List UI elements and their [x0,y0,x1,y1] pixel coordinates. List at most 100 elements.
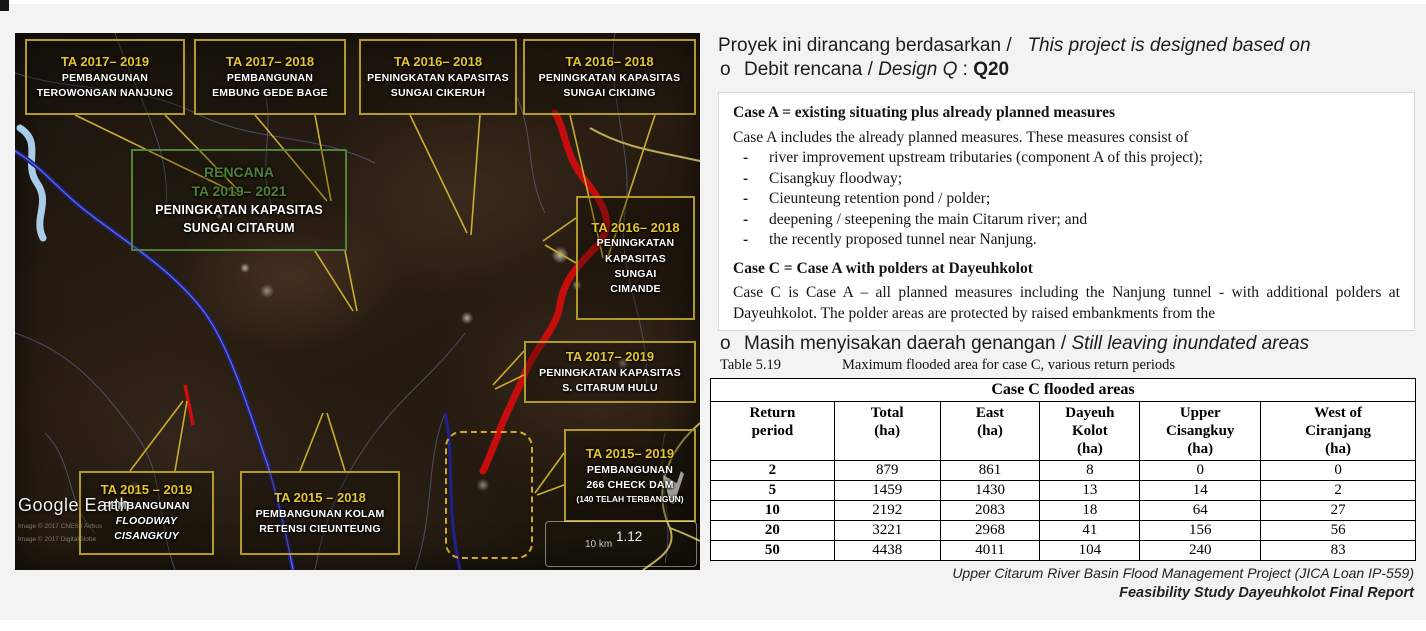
map-callout-checkdam: TA 2015– 2019 PEMBANGUNAN 266 CHECK DAM (14… [564,429,696,522]
callout-period: TA 2017– 2018 [225,54,315,69]
table-column-header: Dayeuh Kolot (ha) [1039,400,1141,462]
checkdam-area-outline [445,431,533,559]
case-description-box: Case A = existing situating plus already… [718,92,1415,331]
cursor-icon [663,471,684,504]
table-column-header: Return period [710,400,835,462]
callout-line: PENINGKATAN [596,237,675,250]
map-callout-gedebage: TA 2017– 2018 PEMBANGUNAN EMBUNG GEDE BAGE [194,39,346,115]
table-row: 2 879 861 8 0 0 [710,460,1416,482]
table-cell: 2192 [833,500,941,522]
map-overlay-lines [15,33,700,570]
table-body: 2 879 861 8 0 0 5 1459 1430 13 14 2 10 2192 2083 18 64 27… [710,460,1416,562]
callout-period: TA 2015– 2019 [585,446,675,462]
table-caption-label: Table 5.19 [720,357,781,373]
scale-label: 10 km [585,539,613,550]
table-cell: 2968 [939,520,1041,542]
case-a-measure-item: deepening / steepening the main Citarum … [743,210,1400,231]
callout-period: TA 2017– 2019 [60,54,150,69]
table-cell: 8 [1039,460,1141,482]
case-a-measure-list: river improvement upstream tributaries (… [733,148,1400,251]
callout-leader-lines [74,114,656,496]
map-callout-rencana: RENCANA TA 2019– 2021 PENINGKATAN KAPASITA… [131,149,347,251]
case-c-title: Case C = Case A with polders at Dayeuhko… [733,259,1033,277]
bullet-marker: o [720,333,731,354]
satellite-map: TA 2017– 2019 PEMBANGUNAN TEROWONGAN NANJU… [15,33,700,570]
callout-line: SUNGAI CIKERUH [390,86,486,99]
map-callout-citarum-hulu: TA 2017– 2019 PENINGKATAN KAPASITAS S. CIT… [524,341,696,403]
table-cell: 20 [710,520,835,542]
table-cell: 156 [1139,520,1262,542]
table-caption: Table 5.19 Maximum flooded area for case … [720,357,1175,374]
river-red-segment [183,384,195,426]
table-cell: 13 [1039,480,1141,502]
callout-line: S. CITARUM HULU [562,381,658,394]
callout-period: TA 2016– 2018 [591,219,680,235]
callout-line: SUNGAI [614,267,657,280]
table-cell: 27 [1260,500,1416,522]
table-cell: 0 [1260,460,1416,482]
table-column-header: Total (ha) [833,400,941,462]
callout-line: SUNGAI CITARUM [183,220,295,235]
callout-line: PENINGKATAN KAPASITAS [539,366,681,379]
bullet1-separator: : [962,59,968,80]
table-cell: 104 [1039,540,1141,562]
table-row: 5 1459 1430 13 14 2 [710,480,1416,502]
table-cell: 0 [1139,460,1262,482]
callout-note: (140 TELAH TERBANGUN) [576,494,684,505]
callout-line: PEMBANGUNAN KOLAM [255,507,385,520]
callout-period: TA 2015 – 2019 [100,482,193,498]
table-column-header: Upper Cisangkuy (ha) [1139,400,1262,462]
table-cell: 240 [1139,540,1262,562]
callout-line: KAPASITAS [605,252,666,265]
bullet-marker: o [720,59,731,80]
callout-line: SUNGAI CIKIJING [563,86,656,99]
callout-line: 266 CHECK DAM [586,478,674,491]
table-row: 20 3221 2968 41 156 56 [710,520,1416,542]
callout-period: RENCANA [204,163,274,180]
case-a-title: Case A = existing situating plus already… [733,104,1116,121]
callout-line: PEMBANGUNAN [103,499,190,512]
callout-line: PEMBANGUNAN [226,71,314,84]
callout-line: FLOODWAY CISANGKUY [114,515,179,543]
table-cell: 64 [1139,500,1262,522]
callout-line: PENINGKATAN KAPASITAS [155,202,323,217]
table-caption-text: Maximum flooded area for case C, various… [842,357,1175,373]
scale-bar-frame [545,521,697,567]
map-callout-cikijing: TA 2016– 2018 PENINGKATAN KAPASITAS SUNGAI… [523,39,696,115]
table-cell: 2 [710,460,835,482]
callout-period: TA 2016– 2018 [393,54,483,69]
table-cell: 1459 [833,480,941,502]
bullet-inundated-areas: o Masih menyisakan daerah genangan / Stil… [718,333,1309,355]
callout-period: TA 2019– 2021 [191,182,287,199]
table-cell: 2 [1260,480,1416,502]
map-callout-cieunteung: TA 2015 – 2018 PEMBANGUNAN KOLAM RETENSI C… [240,471,400,555]
table-cell: 879 [833,460,941,482]
map-attribution-line: Image © 2017 CNES / Airbus [18,523,103,530]
bullet2-text-id: Masih menyisakan daerah genangan / [744,333,1067,354]
map-callout-cimande: TA 2016– 2018 PENINGKATAN KAPASITAS SUNGAI C… [576,196,695,320]
bullet-design-q: o Debit rencana / Design Q : Q20 [718,59,1009,81]
case-a-measure-item: Cieunteung retention pond / polder; [743,189,1400,210]
table-cell: 5 [710,480,835,502]
river-upper-left [16,124,47,242]
table-cell: 50 [710,540,835,562]
callout-line: RETENSI CIEUNTEUNG [259,522,381,535]
bullet2-text-en: Still leaving inundated areas [1071,333,1310,354]
flooded-areas-table: Case C flooded areas Return period Total … [710,378,1416,562]
table-cell: 41 [1039,520,1141,542]
table-cell: 18 [1039,500,1141,522]
table-cell: 83 [1260,540,1416,562]
case-a-measure-item: river improvement upstream tributaries (… [743,148,1400,169]
table-row: 10 2192 2083 18 64 27 [710,500,1416,522]
callout-line: CIMANDE [610,282,661,295]
river-red-highlight [479,109,611,475]
map-callout-cikeruh: TA 2016– 2018 PENINGKATAN KAPASITAS SUNGAI… [359,39,517,115]
google-earth-logo: Google Earth [18,495,131,515]
map-callout-cisangkuy: TA 2015 – 2019 PEMBANGUNAN FLOODWAY CISANG… [79,471,214,555]
bullet1-text-en: Design Q [878,59,958,80]
callout-period: TA 2016– 2018 [565,54,654,69]
intro-line: Proyek ini dirancang berdasarkan / This … [718,33,1420,59]
table-cell: 1430 [939,480,1041,502]
callout-line: PEMBANGUNAN [586,463,674,476]
table-cell: 10 [710,500,835,522]
